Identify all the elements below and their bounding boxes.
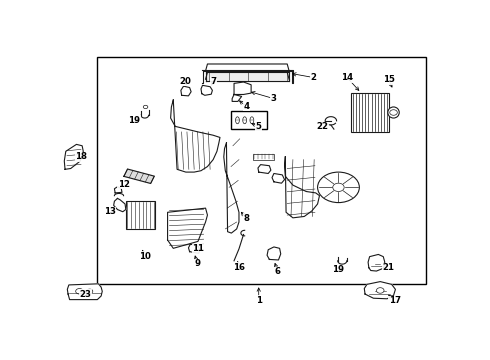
Bar bbox=[231, 111, 268, 129]
Polygon shape bbox=[181, 86, 191, 96]
Text: 7: 7 bbox=[211, 77, 217, 86]
Text: 9: 9 bbox=[194, 259, 200, 268]
Polygon shape bbox=[368, 255, 385, 271]
Text: 21: 21 bbox=[383, 263, 394, 272]
Text: 23: 23 bbox=[79, 289, 91, 298]
Text: 19: 19 bbox=[128, 116, 140, 125]
Polygon shape bbox=[67, 284, 102, 300]
Polygon shape bbox=[285, 157, 319, 218]
Bar bbox=[98, 57, 426, 284]
Polygon shape bbox=[114, 198, 126, 212]
Polygon shape bbox=[272, 174, 285, 183]
Polygon shape bbox=[64, 144, 83, 169]
Text: 18: 18 bbox=[75, 152, 87, 161]
Text: 16: 16 bbox=[233, 263, 245, 272]
Text: 8: 8 bbox=[244, 214, 249, 223]
Text: 22: 22 bbox=[317, 122, 328, 131]
Text: 17: 17 bbox=[389, 296, 401, 305]
Circle shape bbox=[318, 172, 359, 203]
Ellipse shape bbox=[388, 107, 399, 118]
Bar bbox=[351, 93, 389, 132]
Text: 1: 1 bbox=[256, 296, 262, 305]
Text: 6: 6 bbox=[275, 267, 281, 276]
Text: 12: 12 bbox=[118, 180, 130, 189]
Polygon shape bbox=[206, 72, 289, 81]
Polygon shape bbox=[267, 247, 281, 260]
Ellipse shape bbox=[250, 117, 254, 124]
Polygon shape bbox=[232, 94, 242, 102]
Text: 15: 15 bbox=[383, 75, 394, 84]
Polygon shape bbox=[234, 82, 251, 94]
Polygon shape bbox=[189, 244, 200, 253]
Polygon shape bbox=[168, 208, 207, 248]
Circle shape bbox=[87, 289, 93, 293]
Polygon shape bbox=[201, 85, 212, 95]
Polygon shape bbox=[202, 71, 293, 82]
Ellipse shape bbox=[236, 117, 239, 124]
Polygon shape bbox=[126, 201, 155, 229]
Text: 19: 19 bbox=[333, 265, 344, 274]
Text: 2: 2 bbox=[311, 73, 317, 82]
Text: 10: 10 bbox=[139, 252, 151, 261]
Polygon shape bbox=[364, 282, 395, 299]
Polygon shape bbox=[171, 100, 220, 172]
Bar bbox=[126, 201, 155, 229]
Circle shape bbox=[143, 105, 148, 109]
Polygon shape bbox=[115, 187, 122, 193]
Text: 13: 13 bbox=[104, 207, 116, 216]
Circle shape bbox=[75, 288, 83, 294]
Text: 3: 3 bbox=[271, 94, 277, 103]
Circle shape bbox=[333, 183, 344, 192]
Ellipse shape bbox=[243, 117, 246, 124]
Text: 14: 14 bbox=[341, 73, 353, 82]
Text: 4: 4 bbox=[244, 102, 249, 111]
Polygon shape bbox=[124, 169, 154, 184]
Text: 5: 5 bbox=[256, 122, 262, 131]
Bar bbox=[253, 153, 274, 159]
Text: 20: 20 bbox=[180, 77, 192, 86]
Circle shape bbox=[390, 110, 397, 115]
Circle shape bbox=[376, 288, 384, 293]
Polygon shape bbox=[224, 143, 239, 233]
Text: 11: 11 bbox=[192, 244, 204, 253]
Polygon shape bbox=[258, 165, 271, 174]
